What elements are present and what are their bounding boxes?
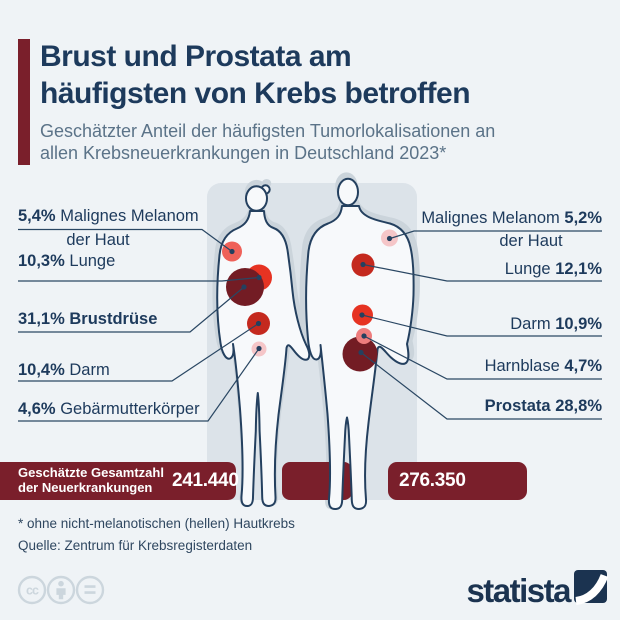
- label-female-melanom-name: Malignes Melanom: [60, 207, 199, 225]
- footnote-source: Quelle: Zentrum für Krebsregisterdaten: [18, 538, 253, 553]
- leader-male-darm: [361, 314, 602, 337]
- leader-male-prostata: [360, 352, 602, 420]
- label-female-darm: 10,4% Darm: [18, 361, 110, 380]
- page-title: Brust und Prostata am häufigsten von Kre…: [40, 38, 471, 112]
- page-subtitle: Geschätzter Anteil der häufigsten Tumorl…: [40, 121, 495, 164]
- label-female-gebaermutterkoerper-name: Gebärmutterkörper: [60, 400, 200, 418]
- totals-bar-right-segment: [388, 462, 527, 500]
- label-female-gebaermutterkoerper: 4,6% Gebärmutterkörper: [18, 400, 200, 419]
- label-female-melanom-line2: der Haut: [66, 231, 130, 249]
- attribution-person-body: [56, 588, 66, 600]
- totals-bar-label: Geschätzte Gesamtzahl der Neuerkrankunge…: [18, 465, 164, 495]
- footnote-asterisk: * ohne nicht-melanotischen (hellen) Haut…: [18, 516, 295, 531]
- cc-icon-glyph: cc: [26, 584, 39, 598]
- label-male-prostata-name: Prostata: [484, 397, 551, 415]
- label-male-lunge-value: 12,1%: [555, 260, 602, 278]
- label-female-melanom-value: 5,4%: [18, 207, 56, 225]
- label-male-lunge-name: Lunge: [504, 260, 551, 278]
- label-male-darm-value: 10,9%: [555, 315, 602, 333]
- label-female-melanom: 5,4% Malignes Melanom: [18, 207, 199, 226]
- label-male-melanom-value: 5,2%: [564, 209, 602, 227]
- leader-male-melanom: [389, 230, 602, 240]
- cc-icon: [17, 575, 47, 605]
- leader-male-harnblase: [363, 335, 602, 380]
- leader-male-lunge: [362, 263, 602, 282]
- totals-male-value: 276.350: [399, 470, 466, 491]
- label-male-darm: Darm 10,9%: [510, 315, 602, 334]
- leader-female-lunge: [18, 276, 260, 282]
- leader-lines: [18, 228, 602, 422]
- label-male-harnblase-name: Harnblase: [484, 357, 560, 375]
- label-male-darm-name: Darm: [510, 315, 551, 333]
- leader-female-darm: [18, 323, 259, 382]
- leader-female-melanom: [18, 228, 233, 252]
- totals-bar-label-line2: der Neuerkrankungen: [18, 479, 153, 495]
- label-female-brustdruese: 31,1% Brustdrüse: [18, 310, 157, 329]
- label-female-gebaermutterkoerper-value: 4,6%: [18, 400, 56, 418]
- no-derivatives-glyph: [84, 585, 96, 594]
- totals-bar-left-segment: [0, 462, 236, 500]
- subtitle-line1: Geschätzter Anteil der häufigsten Tumorl…: [40, 121, 496, 141]
- accent-bar: [18, 39, 30, 165]
- label-male-lunge: Lunge 12,1%: [505, 260, 602, 279]
- statista-logo-text: statista: [466, 572, 571, 609]
- statista-logo-mark: [574, 570, 609, 605]
- label-female-lunge: 10,3% Lunge: [18, 252, 115, 271]
- label-male-melanom-line2: der Haut: [499, 232, 563, 250]
- title-line2: häufigsten von Krebs betroffen: [40, 77, 471, 110]
- label-male-harnblase: Harnblase 4,7%: [485, 357, 602, 376]
- label-male-prostata-value: 28,8%: [555, 397, 602, 415]
- totals-female-value: 241.440: [172, 470, 239, 491]
- attribution-person-icon: [46, 575, 76, 605]
- leader-female-gebaermutterkoerper: [18, 348, 260, 422]
- no-derivatives-icon: [75, 575, 105, 605]
- label-female-darm-value: 10,4%: [18, 361, 65, 379]
- label-female-brustdruese-value: 31,1%: [18, 310, 65, 328]
- totals-bar-label-line1: Geschätzte Gesamtzahl: [18, 464, 164, 480]
- label-male-melanom: Malignes Melanom 5,2%: [421, 209, 602, 228]
- label-female-lunge-name: Lunge: [69, 252, 116, 270]
- label-male-prostata: Prostata 28,8%: [485, 397, 602, 416]
- title-line1: Brust und Prostata am: [40, 40, 352, 73]
- subtitle-line2: allen Krebsneuerkrankungen in Deutschlan…: [40, 142, 447, 163]
- label-male-harnblase-value: 4,7%: [564, 357, 602, 375]
- attribution-person-head: [58, 580, 64, 587]
- label-female-lunge-value: 10,3%: [18, 252, 65, 270]
- leader-female-brustdruese: [18, 286, 245, 333]
- label-female-brustdruese-name: Brustdrüse: [69, 310, 158, 328]
- connector-dots: [229, 235, 393, 356]
- license-icons: cc: [17, 575, 105, 605]
- label-female-darm-name: Darm: [69, 361, 110, 379]
- label-male-melanom-name: Malignes Melanom: [421, 209, 560, 227]
